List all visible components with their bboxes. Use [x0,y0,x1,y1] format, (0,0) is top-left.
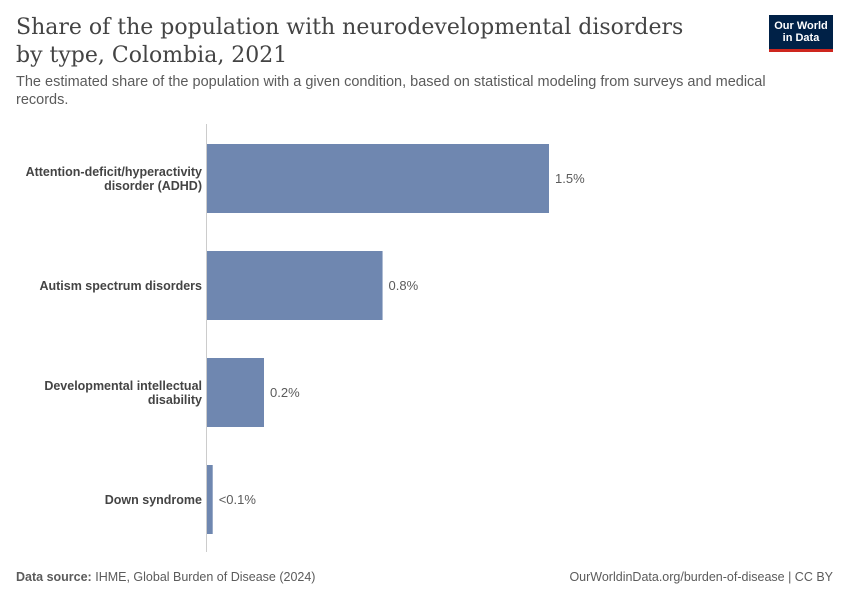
value-label-0: 1.5% [555,171,585,186]
chart-subtitle: The estimated share of the population wi… [16,74,766,108]
bar-1[interactable] [207,251,383,320]
owid-logo[interactable]: Our World in Data [769,15,833,52]
footer-url[interactable]: OurWorldinData.org/burden-of-disease | C… [569,570,833,584]
logo-text: Our World in Data [774,20,828,44]
value-label-3: <0.1% [219,492,257,507]
chart-title: Share of the population with neurodevelo… [16,15,684,68]
value-label-1: 0.8% [389,278,419,293]
value-label-2: 0.2% [270,385,300,400]
footer-source: Data source: IHME, Global Burden of Dise… [16,570,315,584]
source-text: IHME, Global Burden of Disease (2024) [95,570,316,584]
source-label: Data source: [16,570,92,584]
category-label-1: Autism spectrum disorders [39,279,202,293]
category-label-2: Developmental intellectual disability [44,379,202,407]
bar-2[interactable] [207,358,264,427]
bar-3[interactable] [207,465,213,534]
category-label-3: Down syndrome [105,493,202,507]
bars-layer: 1.5% Attention-deficit/hyperactivity disor… [26,144,585,534]
bar-0[interactable] [207,144,549,213]
category-label-0: Attention-deficit/hyperactivity disorder … [26,165,202,193]
